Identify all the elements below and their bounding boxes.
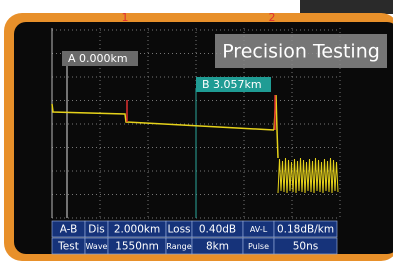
cursor-a-label: A 0.000km <box>68 52 128 65</box>
table-text: 0.18dB/km <box>277 224 334 236</box>
marker-label: 2 <box>269 11 276 24</box>
banner-text: Precision Testing <box>222 41 380 63</box>
screen: 1 2 A 0.000km B 3.057km Precision Testin… <box>0 0 393 265</box>
cursor-b-label: B 3.057km <box>202 78 262 91</box>
table-text: Test <box>57 241 79 253</box>
table-text: 50ns <box>293 241 319 253</box>
table-text: 0.40dB <box>199 224 236 236</box>
table-text: 2.000km <box>114 224 160 236</box>
table-text: Wave <box>86 242 108 251</box>
table-text: 8km <box>206 241 229 253</box>
table-text: A-B <box>60 224 78 236</box>
device-edge <box>300 0 393 14</box>
table-text: Dis <box>88 224 104 236</box>
table-text: Range <box>166 242 191 251</box>
table-text: Pulse <box>248 242 269 251</box>
table-text: 1550nm <box>115 241 159 253</box>
marker-label: 1 <box>122 11 129 24</box>
table-text: Loss <box>167 224 190 236</box>
table-text: AV-L <box>250 225 268 234</box>
